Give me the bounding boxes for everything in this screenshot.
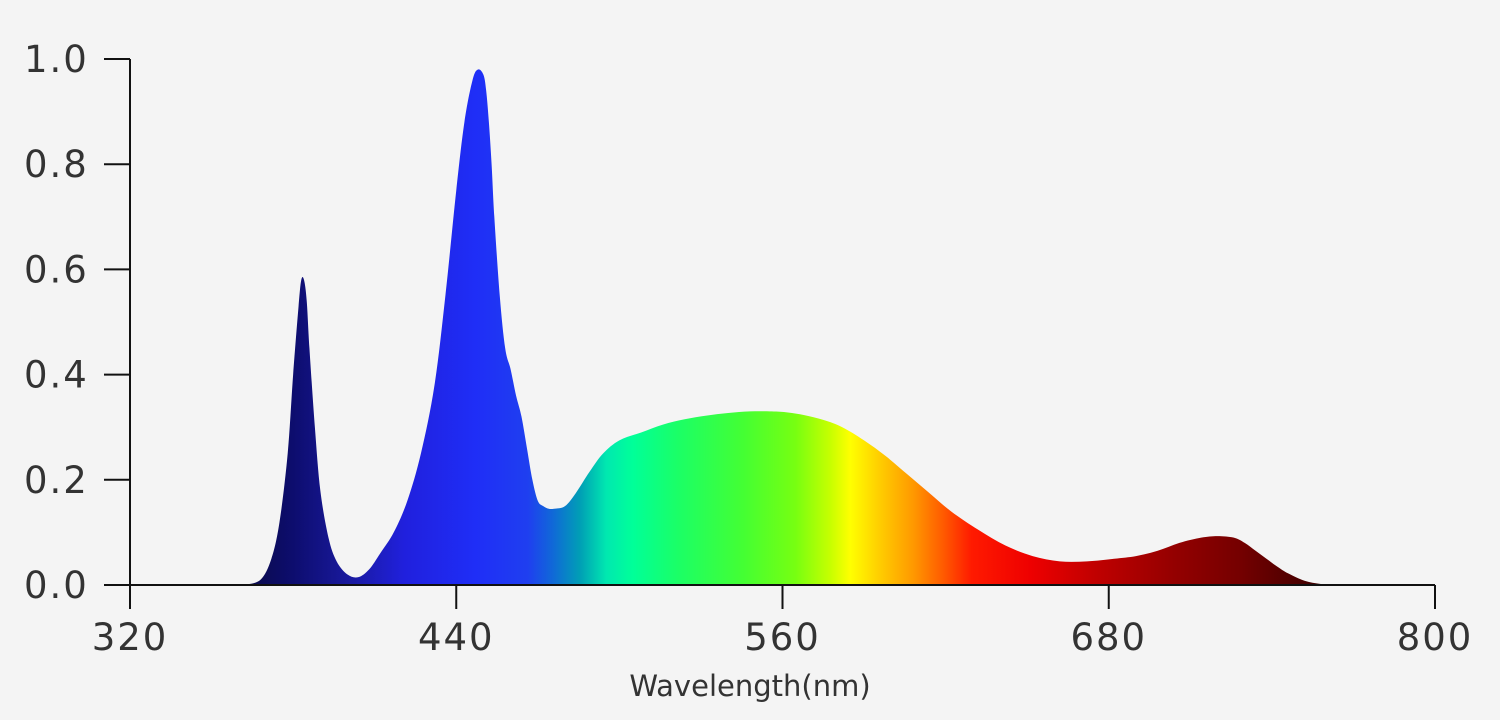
x-ticks: 320 440 560 680 800 [92,585,1474,659]
x-tick-label: 440 [418,616,495,659]
x-axis-title: Wavelength(nm) [629,669,870,703]
y-tick-label: 0.0 [24,564,89,607]
x-tick-label: 320 [92,616,169,659]
spectrum-area [244,69,1359,586]
x-tick-label: 680 [1070,616,1147,659]
y-tick-label: 0.4 [24,354,89,397]
y-tick-label: 0.6 [24,248,89,291]
plot-area [244,69,1359,586]
y-ticks: 0.0 0.2 0.4 0.6 0.8 1.0 [24,38,130,607]
x-tick-label: 800 [1397,616,1474,659]
y-tick-label: 0.8 [24,143,89,186]
x-tick-label: 560 [744,616,821,659]
y-tick-label: 0.2 [24,459,89,502]
y-tick-label: 1.0 [24,38,89,81]
